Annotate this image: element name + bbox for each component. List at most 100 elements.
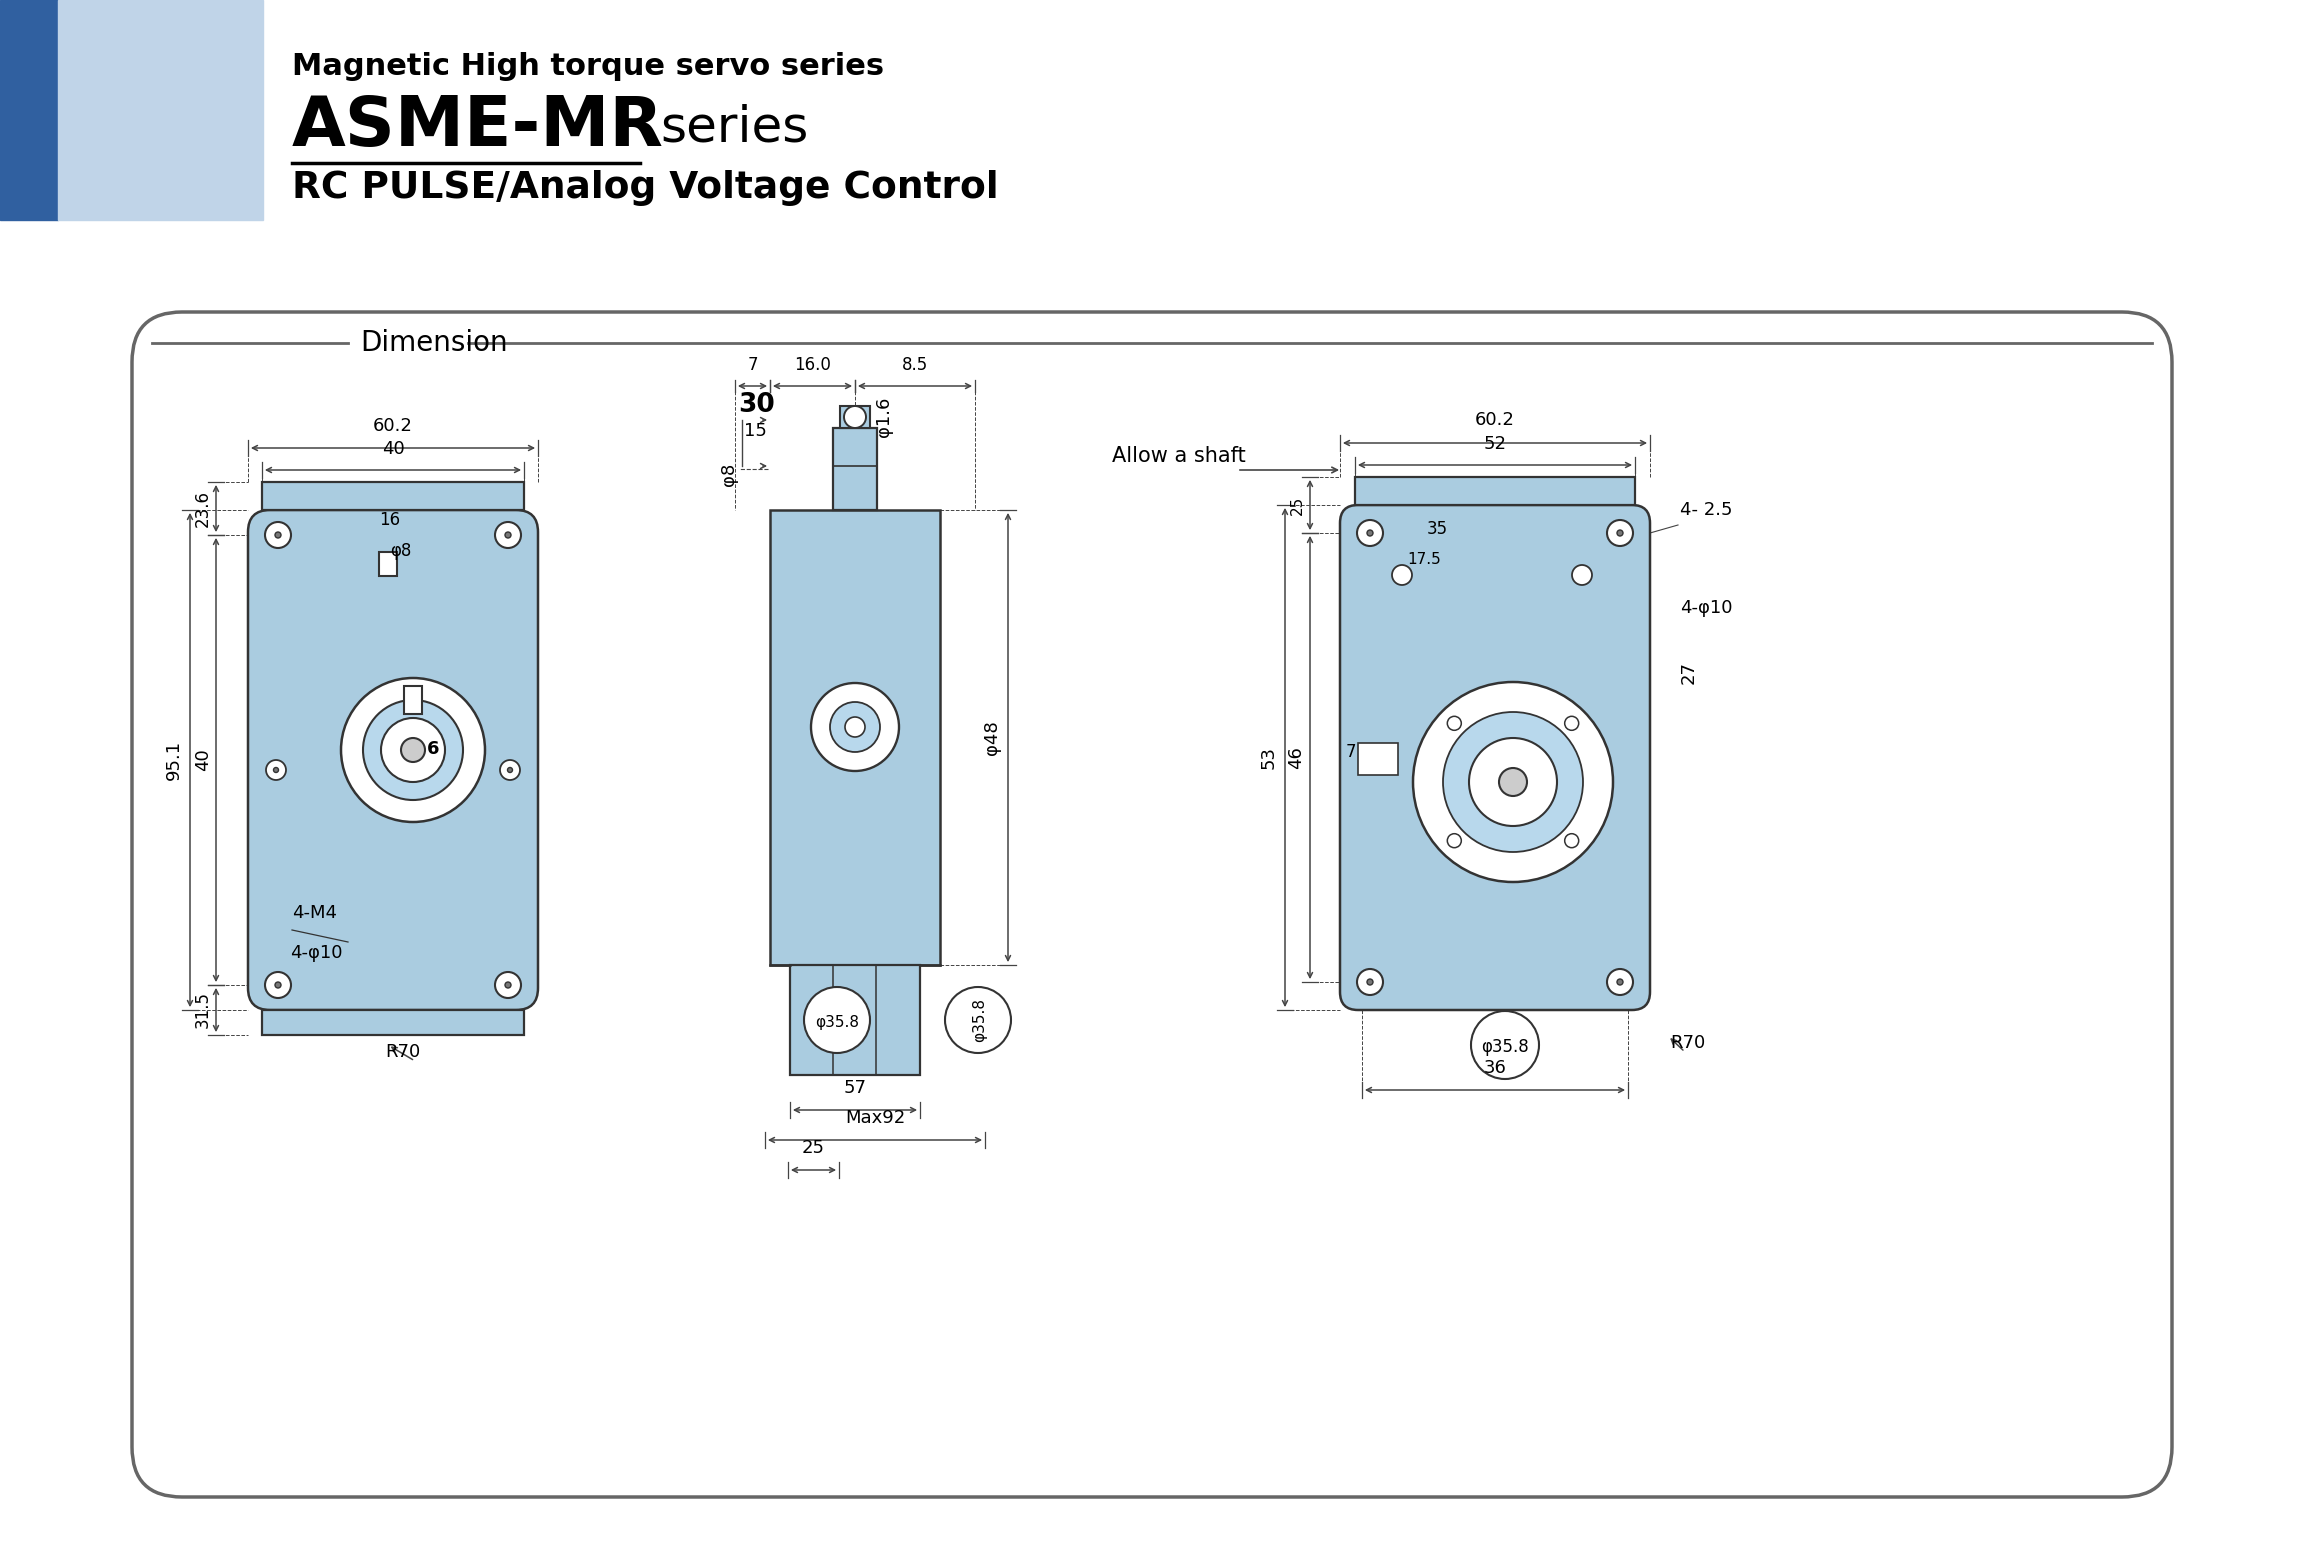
Bar — [0, 0, 58, 220]
Circle shape — [846, 718, 864, 736]
Circle shape — [1470, 738, 1558, 826]
Text: 23.6: 23.6 — [194, 490, 212, 527]
Text: 40: 40 — [382, 440, 406, 457]
Text: 95.1: 95.1 — [166, 739, 182, 780]
Circle shape — [380, 718, 445, 783]
Bar — [1355, 477, 1636, 505]
Circle shape — [495, 972, 521, 998]
Bar — [834, 428, 878, 510]
Circle shape — [401, 738, 424, 763]
Text: φ35.8: φ35.8 — [1481, 1038, 1530, 1056]
Circle shape — [274, 532, 281, 538]
Bar — [1357, 742, 1399, 775]
Text: 25: 25 — [1290, 496, 1304, 515]
Text: 6: 6 — [426, 739, 440, 758]
Circle shape — [811, 684, 899, 770]
Text: 25: 25 — [802, 1139, 825, 1156]
Circle shape — [1470, 1011, 1539, 1079]
Circle shape — [495, 522, 521, 549]
Text: 36: 36 — [1484, 1059, 1507, 1077]
Bar — [58, 0, 263, 220]
Text: series: series — [659, 102, 809, 150]
Text: φ1.6: φ1.6 — [876, 397, 894, 437]
Text: φ8: φ8 — [389, 542, 412, 560]
Circle shape — [500, 760, 521, 780]
Text: φ35.8: φ35.8 — [972, 998, 988, 1042]
Text: R70: R70 — [385, 1043, 419, 1062]
Text: 35: 35 — [1426, 519, 1447, 538]
Bar — [263, 1011, 523, 1035]
Text: R70: R70 — [1670, 1034, 1705, 1052]
Bar — [378, 552, 396, 577]
Bar — [263, 482, 523, 510]
Circle shape — [364, 701, 463, 800]
Text: 4-φ10: 4-φ10 — [290, 944, 343, 963]
Text: 16: 16 — [380, 512, 401, 529]
Circle shape — [274, 767, 279, 772]
Circle shape — [1447, 834, 1461, 848]
Text: 4-φ10: 4-φ10 — [1680, 598, 1733, 617]
Bar — [790, 966, 919, 1076]
Text: 7: 7 — [746, 356, 758, 374]
Text: 27: 27 — [1680, 660, 1698, 684]
Text: 7: 7 — [1346, 742, 1357, 761]
Circle shape — [1366, 530, 1373, 536]
Circle shape — [505, 983, 511, 987]
Circle shape — [505, 532, 511, 538]
Circle shape — [1366, 980, 1373, 984]
Text: 60.2: 60.2 — [373, 417, 412, 436]
Circle shape — [1564, 716, 1578, 730]
Circle shape — [1606, 519, 1634, 546]
Text: φ48: φ48 — [984, 721, 1000, 755]
FancyBboxPatch shape — [249, 510, 539, 1011]
Circle shape — [829, 702, 880, 752]
Circle shape — [1564, 834, 1578, 848]
Circle shape — [265, 522, 290, 549]
Text: 52: 52 — [1484, 436, 1507, 453]
Bar — [841, 406, 871, 428]
Text: Allow a shaft: Allow a shaft — [1113, 446, 1246, 467]
Circle shape — [507, 767, 511, 772]
Text: 16.0: 16.0 — [795, 356, 832, 374]
Text: 31.5: 31.5 — [194, 992, 212, 1029]
Circle shape — [1447, 716, 1461, 730]
Circle shape — [274, 983, 281, 987]
Text: 4-M4: 4-M4 — [293, 904, 336, 922]
FancyBboxPatch shape — [1341, 505, 1650, 1011]
Circle shape — [341, 677, 486, 822]
Text: 40: 40 — [194, 749, 212, 772]
Text: 46: 46 — [1288, 746, 1304, 769]
Text: Dimension: Dimension — [359, 329, 507, 356]
Bar — [770, 510, 940, 966]
FancyBboxPatch shape — [131, 312, 2173, 1497]
Circle shape — [1392, 566, 1412, 584]
Circle shape — [1571, 566, 1592, 584]
Text: Max92: Max92 — [846, 1108, 905, 1127]
Circle shape — [1606, 969, 1634, 995]
Circle shape — [804, 987, 871, 1052]
Circle shape — [1500, 767, 1528, 797]
Text: 57: 57 — [843, 1079, 866, 1097]
Circle shape — [265, 760, 286, 780]
Text: 60.2: 60.2 — [1475, 411, 1516, 429]
Text: 4- 2.5: 4- 2.5 — [1680, 501, 1733, 519]
Bar — [403, 687, 422, 715]
Circle shape — [1357, 969, 1382, 995]
Text: 30: 30 — [737, 392, 774, 418]
Circle shape — [265, 972, 290, 998]
Circle shape — [843, 406, 866, 428]
Text: Magnetic High torque servo series: Magnetic High torque servo series — [293, 53, 885, 81]
Text: 17.5: 17.5 — [1408, 552, 1442, 567]
Text: ASME-MR: ASME-MR — [293, 93, 664, 160]
Text: φ35.8: φ35.8 — [816, 1015, 859, 1029]
Text: RC PULSE/Analog Voltage Control: RC PULSE/Analog Voltage Control — [293, 170, 998, 206]
Text: 15: 15 — [744, 422, 767, 440]
Text: 53: 53 — [1260, 746, 1279, 769]
Text: φ8: φ8 — [719, 462, 737, 485]
Circle shape — [945, 987, 1011, 1052]
Text: 8.5: 8.5 — [901, 356, 929, 374]
Circle shape — [1617, 980, 1622, 984]
Circle shape — [1357, 519, 1382, 546]
Circle shape — [1442, 711, 1583, 853]
Circle shape — [1412, 682, 1613, 882]
